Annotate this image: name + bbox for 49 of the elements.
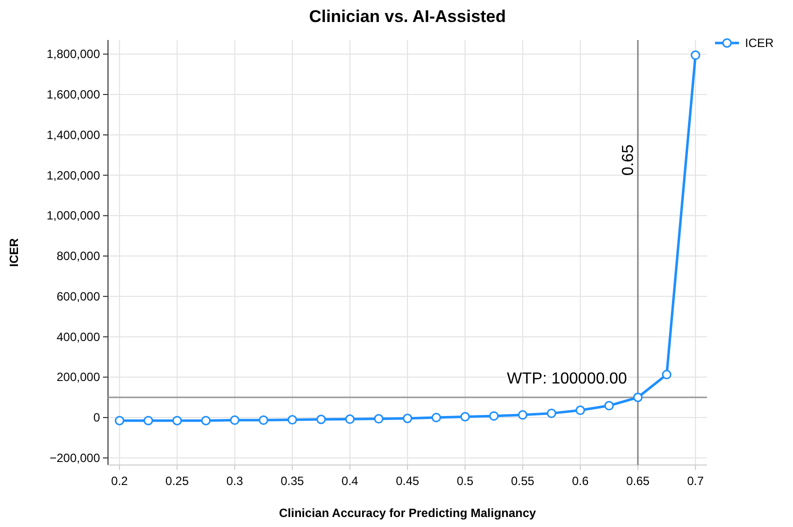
x-tick-label: 0.7: [687, 474, 704, 488]
y-tick-label: 1,200,000: [46, 168, 100, 182]
y-axis-title: ICER: [7, 238, 21, 267]
y-tick-label: 0: [93, 410, 100, 425]
point: [230, 415, 240, 425]
point: [690, 50, 700, 60]
point: [546, 408, 556, 418]
point: [345, 414, 355, 424]
legend-label: ICER: [745, 36, 774, 50]
x-tick-label: 0.5: [456, 474, 474, 488]
point: [576, 406, 586, 416]
point: [662, 370, 672, 380]
x-tick-label: 0.4: [342, 474, 359, 488]
point: [604, 400, 614, 410]
point: [172, 416, 182, 426]
x-tick-label: 0.25: [165, 474, 190, 488]
point: [402, 414, 412, 424]
point: [432, 412, 442, 422]
point: [144, 416, 154, 426]
y-tick-label: 1,000,000: [46, 208, 100, 223]
point: [633, 392, 643, 402]
y-tick-label: 600,000: [56, 289, 100, 304]
y-tick-label: 200,000: [56, 370, 100, 384]
point: [489, 411, 499, 421]
y-tick-label: 1,600,000: [46, 88, 100, 102]
y-tick-label: 1,800,000: [46, 47, 100, 62]
x-tick-label: 0.45: [396, 474, 420, 488]
point: [288, 415, 298, 425]
x-tick-label: 0.3: [226, 474, 244, 488]
point: [460, 412, 470, 422]
x-axis-title: Clinician Accuracy for Predicting Malignancy: [279, 506, 536, 520]
point: [258, 415, 268, 425]
x-tick-label: 0.6: [572, 474, 589, 488]
x-tick-label: 0.35: [280, 474, 304, 488]
y-tick-label: −200,000: [50, 450, 100, 465]
chart-title: Clinician vs. AI-Assisted: [309, 7, 506, 26]
point: [316, 414, 326, 424]
ref-line-label: 0.65: [620, 144, 637, 176]
x-tick-label: 0.2: [111, 474, 128, 488]
y-tick-label: 800,000: [56, 249, 100, 264]
x-tick-label: 0.65: [626, 474, 650, 488]
point: [201, 416, 211, 426]
y-tick-label: 1,400,000: [46, 128, 100, 142]
point: [114, 416, 124, 426]
point: [518, 410, 528, 420]
x-tick-label: 0.55: [511, 474, 535, 488]
y-tick-label: 400,000: [56, 330, 100, 344]
ref-line-label: WTP: 100000.00: [506, 370, 628, 388]
point: [374, 414, 384, 424]
